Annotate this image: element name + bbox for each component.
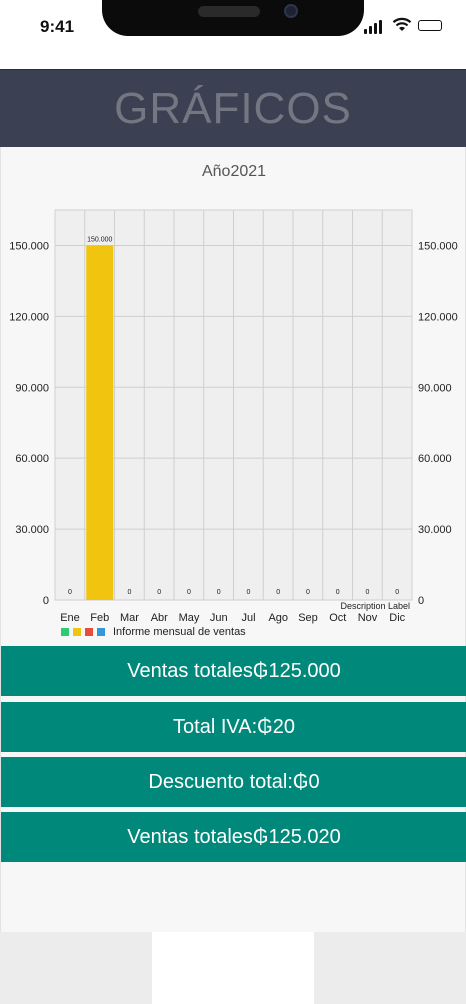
- bar-value-label: 0: [395, 589, 399, 596]
- y-tick-label-left: 150.000: [9, 240, 49, 252]
- x-tick-label: Abr: [151, 612, 168, 624]
- x-tick-label: May: [179, 612, 200, 624]
- x-tick-label: Mar: [120, 612, 139, 624]
- bar-value-label: 0: [187, 589, 191, 596]
- bar-value-label: 0: [247, 589, 251, 596]
- legend-swatch-blue: [97, 628, 105, 636]
- sales-bar-chart: 0 0 30.000 30.000 60.000 60.000 90.000 90.000 12…: [9, 209, 458, 624]
- bar-value-label: 0: [366, 589, 370, 596]
- total-discount-button[interactable]: Descuento total:₲0: [1, 757, 466, 807]
- y-tick-label-left: 0: [43, 595, 49, 607]
- bottom-tab-left[interactable]: [0, 932, 152, 1004]
- bar-value-label: 0: [157, 589, 161, 596]
- x-tick-label: Jun: [210, 612, 228, 624]
- bar-value-label: 150.000: [87, 236, 112, 243]
- y-tick-label-left: 30.000: [15, 524, 49, 536]
- x-tick-label: Sep: [298, 612, 318, 624]
- chart-description-label: Description Label: [340, 601, 410, 611]
- y-tick-label-left: 90.000: [15, 382, 49, 394]
- x-tick-label: Jul: [241, 612, 255, 624]
- y-tick-label-right: 30.000: [418, 524, 452, 536]
- total-iva-button[interactable]: Total IVA:₲20: [1, 702, 466, 752]
- chart-year-title: Año2021: [201, 163, 267, 180]
- bar-value-label: 0: [128, 589, 132, 596]
- legend-swatch-yellow: [73, 628, 81, 636]
- y-tick-label-left: 120.000: [9, 311, 49, 323]
- y-tick-label-left: 60.000: [15, 453, 49, 465]
- x-tick-label: Ago: [268, 612, 288, 624]
- legend-label: Informe mensual de ventas: [113, 626, 246, 638]
- bar-value-label: 0: [276, 589, 280, 596]
- legend-swatch-red: [85, 628, 93, 636]
- page-title: GRÁFICOS: [114, 83, 352, 133]
- x-tick-label: Oct: [329, 612, 346, 624]
- status-time: 9:41: [40, 17, 75, 36]
- x-tick-label: Dic: [389, 612, 405, 624]
- bar-value-label: 0: [217, 589, 221, 596]
- x-tick-label: Nov: [358, 612, 378, 624]
- status-bar: 9:41: [0, 0, 466, 68]
- speaker-grille: [198, 6, 260, 17]
- front-camera: [284, 4, 298, 18]
- main-content: Año2021 0 0 30.000 30.000 60.000 60.000 90.000…: [0, 147, 466, 942]
- y-tick-label-right: 90.000: [418, 382, 452, 394]
- y-tick-label-right: 0: [418, 595, 424, 607]
- wifi-icon: [392, 17, 412, 31]
- bar: [86, 245, 114, 601]
- status-icons: [364, 17, 444, 34]
- x-tick-label: Ene: [60, 612, 80, 624]
- y-tick-label-right: 150.000: [418, 240, 458, 252]
- battery-icon: [418, 20, 442, 31]
- grand-total-button[interactable]: Ventas totales₲125.020: [1, 812, 466, 862]
- bottom-navigation: [0, 932, 466, 1004]
- bar-value-label: 0: [336, 589, 340, 596]
- chart-legend: Informe mensual de ventas: [61, 626, 246, 638]
- y-tick-label-right: 60.000: [418, 453, 452, 465]
- legend-swatch-green: [61, 628, 69, 636]
- x-tick-label: Feb: [90, 612, 109, 624]
- device-notch: [102, 0, 364, 36]
- bar-value-label: 0: [306, 589, 310, 596]
- app-header: GRÁFICOS: [0, 69, 466, 147]
- bar-value-label: 0: [68, 589, 72, 596]
- bottom-tab-right[interactable]: [314, 932, 466, 1004]
- total-sales-button[interactable]: Ventas totales₲125.000: [1, 646, 466, 696]
- y-tick-label-right: 120.000: [418, 311, 458, 323]
